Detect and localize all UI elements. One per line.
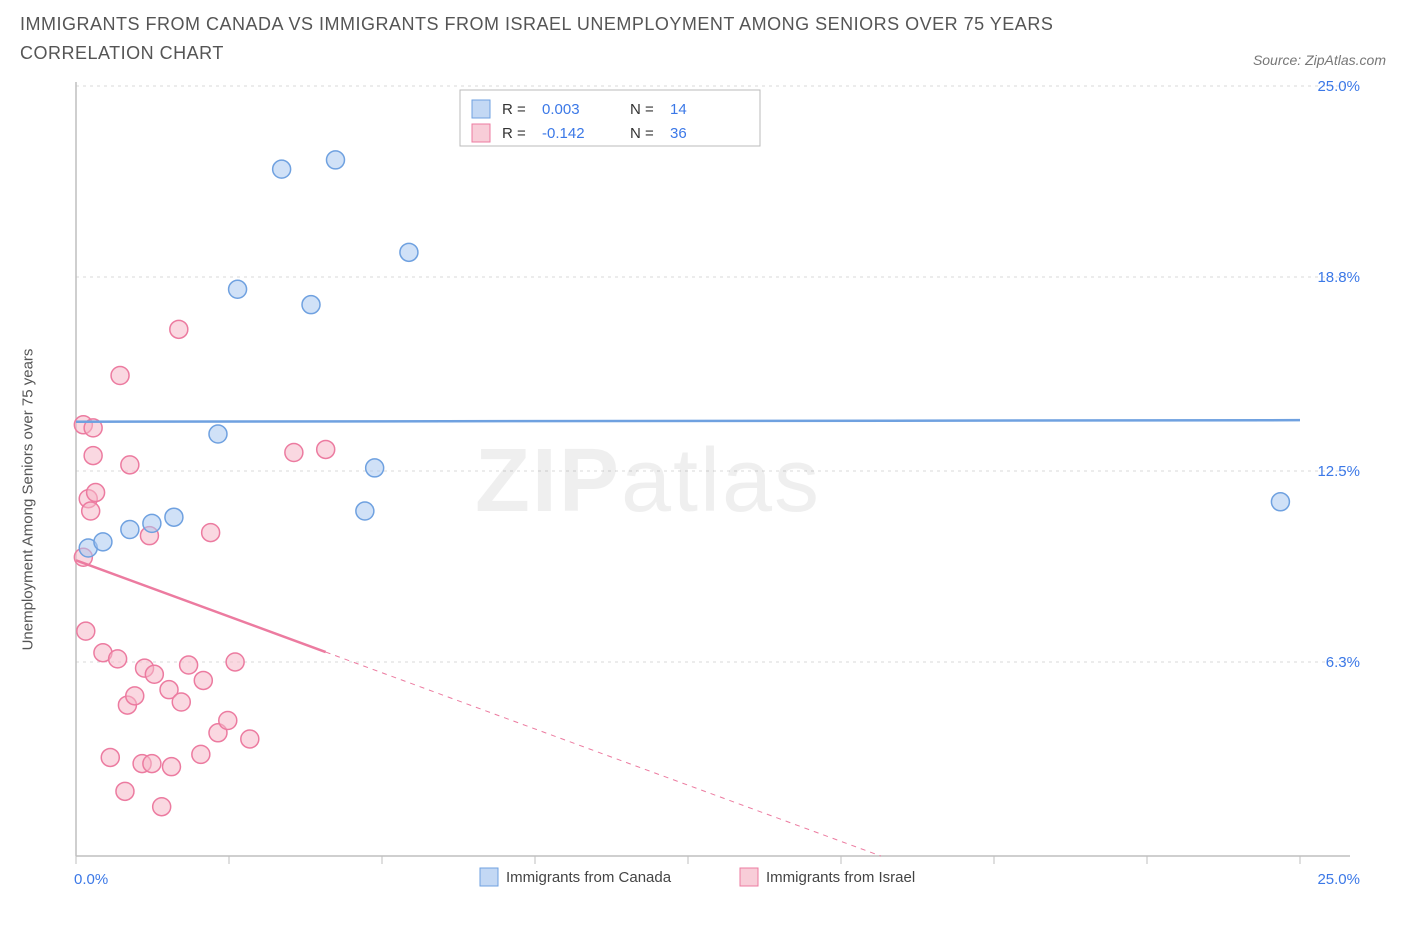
stats-r-value: -0.142 <box>542 125 585 142</box>
data-point <box>82 502 100 520</box>
x-max-label: 25.0% <box>1317 871 1360 888</box>
y-tick-label: 25.0% <box>1317 78 1360 95</box>
data-point <box>84 446 102 464</box>
stats-swatch <box>472 124 490 142</box>
stats-r-value: 0.003 <box>542 101 580 118</box>
data-point <box>111 366 129 384</box>
data-point <box>302 295 320 313</box>
y-tick-label: 18.8% <box>1317 269 1360 286</box>
data-point <box>143 754 161 772</box>
source-attribution: Source: ZipAtlas.com <box>1253 52 1386 68</box>
data-point <box>317 440 335 458</box>
stats-r-label: R = <box>502 101 526 118</box>
data-point <box>366 459 384 477</box>
y-tick-label: 6.3% <box>1326 654 1360 671</box>
data-point <box>229 280 247 298</box>
data-point <box>162 757 180 775</box>
stats-box: R = 0.003 N = 14 R = -0.142 N = 36 <box>460 90 760 146</box>
data-point <box>226 653 244 671</box>
data-point <box>326 151 344 169</box>
data-point <box>192 745 210 763</box>
correlation-chart: ZIPatlas 25.0% 18.8% 12.5% 6.3% 0.0% 25.0% R = 0… <box>20 76 1386 906</box>
source-name: ZipAtlas.com <box>1305 52 1386 68</box>
data-point <box>172 693 190 711</box>
data-point <box>109 649 127 667</box>
data-point <box>77 622 95 640</box>
data-point <box>145 665 163 683</box>
data-point <box>400 243 418 261</box>
stats-swatch <box>472 100 490 118</box>
data-point <box>356 502 374 520</box>
trend-line <box>76 560 326 652</box>
data-point <box>273 160 291 178</box>
data-point <box>153 797 171 815</box>
stats-n-label: N = <box>630 125 654 142</box>
data-point <box>194 671 212 689</box>
stats-n-value: 14 <box>670 101 687 118</box>
trend-line-extrapolated <box>326 652 881 856</box>
stats-n-value: 36 <box>670 125 687 142</box>
legend-swatch <box>740 868 758 886</box>
y-axis-label: Unemployment Among Seniors over 75 years <box>20 348 37 650</box>
data-point <box>101 748 119 766</box>
legend-label: Immigrants from Israel <box>766 869 915 886</box>
stats-r-label: R = <box>502 125 526 142</box>
legend-label: Immigrants from Canada <box>506 869 672 886</box>
data-point <box>94 532 112 550</box>
x-min-label: 0.0% <box>74 871 108 888</box>
data-point <box>116 782 134 800</box>
y-tick-label: 12.5% <box>1317 463 1360 480</box>
data-point <box>219 711 237 729</box>
data-point <box>1271 492 1289 510</box>
data-point <box>180 656 198 674</box>
data-point <box>143 514 161 532</box>
data-point <box>126 686 144 704</box>
data-point <box>285 443 303 461</box>
data-point <box>121 455 139 473</box>
source-prefix: Source: <box>1253 52 1305 68</box>
page-title: IMMIGRANTS FROM CANADA VS IMMIGRANTS FRO… <box>20 10 1120 68</box>
data-point <box>170 320 188 338</box>
watermark: ZIPatlas <box>475 431 821 531</box>
data-point <box>241 730 259 748</box>
data-point <box>87 483 105 501</box>
stats-n-label: N = <box>630 101 654 118</box>
data-point <box>165 508 183 526</box>
legend-swatch <box>480 868 498 886</box>
trend-line <box>76 420 1300 422</box>
data-point <box>121 520 139 538</box>
data-point <box>202 523 220 541</box>
data-point <box>209 425 227 443</box>
